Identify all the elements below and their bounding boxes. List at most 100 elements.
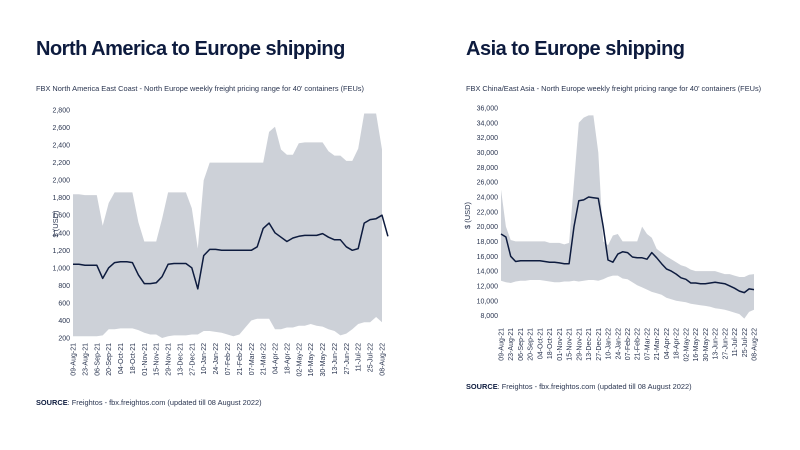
chart-title: Asia to Europe shipping	[466, 38, 685, 60]
x-tick-label: 24-Jan-22	[615, 328, 622, 360]
source-label: SOURCE	[466, 382, 498, 391]
source-text: : Freightos - fbx.freightos.com (updated…	[497, 382, 692, 391]
line-chart-north-america: 200 400 600 800 1,000 1,200 1,400 1,600 1,800 2,0…	[51, 108, 389, 377]
source-label: SOURCE	[36, 398, 68, 407]
y-tick-label: 22,000	[477, 209, 499, 216]
x-tick-label: 20-Sep-21	[106, 343, 113, 376]
x-tick-label: 07-Mar-22	[249, 343, 256, 375]
x-tick-label: 18-Oct-21	[547, 328, 554, 359]
price-range-band	[73, 113, 382, 338]
x-tick-label: 30-May-22	[703, 328, 710, 362]
y-tick-label: 20,000	[477, 224, 499, 231]
x-tick-label: 21-Mar-22	[261, 343, 268, 375]
average-price-line	[73, 214, 389, 290]
x-tick-label: 13-Dec-21	[586, 328, 593, 361]
x-tick-label: 18-Apr-22	[674, 328, 681, 359]
x-tick-label: 20-Sep-21	[528, 328, 535, 361]
y-tick-label: 18,000	[477, 239, 499, 246]
y-tick-label: 2,800	[52, 108, 70, 115]
x-tick-label: 11-Jul-22	[356, 343, 363, 372]
y-tick-label: 26,000	[477, 180, 499, 187]
x-tick-label: 24-Jan-22	[213, 343, 220, 375]
x-tick-label: 15-Nov-21	[567, 328, 574, 361]
x-tick-label: 18-Apr-22	[284, 343, 291, 374]
chart-subtitle: FBX China/East Asia - North Europe weekl…	[466, 84, 762, 93]
y-tick-label: 1,200	[52, 248, 70, 255]
x-tick-label: 01-Nov-21	[557, 328, 564, 361]
y-tick-label: 1,600	[52, 213, 70, 220]
x-tick-label: 23-Aug-21	[508, 328, 515, 361]
x-tick-label: 07-Mar-22	[644, 328, 651, 360]
y-tick-label: 2,600	[52, 125, 70, 132]
x-tick-label: 04-Oct-21	[537, 328, 544, 359]
x-tick-label: 07-Feb-22	[225, 343, 232, 375]
x-tick-label: 01-Nov-21	[142, 343, 149, 376]
y-tick-label: 200	[58, 336, 70, 343]
x-tick-label: 15-Nov-21	[154, 343, 161, 376]
y-axis-label: $ (USD)	[51, 210, 60, 238]
chart-panel-north-america: North America to Europe shipping FBX Nor…	[36, 38, 389, 407]
x-tick-label: 07-Feb-22	[625, 328, 632, 360]
y-tick-label: 1,400	[52, 230, 70, 237]
x-tick-label: 25-Jul-22	[742, 328, 749, 357]
price-range-band	[501, 115, 754, 319]
line-chart-asia: 8,000 10,000 12,000 14,000 16,000 18,000 20,00…	[463, 106, 759, 362]
x-tick-label: 08-Aug-22	[752, 328, 759, 361]
y-tick-label: 2,000	[52, 178, 70, 185]
x-tick-label: 10-Jan-22	[201, 343, 208, 375]
x-tick-label: 04-Oct-21	[118, 343, 125, 374]
x-tick-label: 23-Aug-21	[82, 343, 89, 376]
x-tick-label: 21-Feb-22	[237, 343, 244, 375]
y-tick-label: 36,000	[477, 106, 499, 113]
source-text: : Freightos - fbx.freightos.com (updated…	[67, 398, 262, 407]
x-tick-label: 02-May-22	[296, 343, 303, 377]
x-tick-label: 27-Jun-22	[722, 328, 729, 360]
chart-panel-asia: Asia to Europe shipping FBX China/East A…	[400, 0, 800, 450]
y-tick-label: 10,000	[477, 298, 499, 305]
x-tick-label: 18-Oct-21	[130, 343, 137, 374]
y-tick-label: 8,000	[480, 313, 498, 320]
x-tick-label: 02-May-22	[683, 328, 690, 362]
chart-title: North America to Europe shipping	[36, 38, 345, 60]
x-tick-label: 06-Sep-21	[518, 328, 525, 361]
y-tick-label: 16,000	[477, 254, 499, 261]
x-tick-label: 25-Jul-22	[368, 343, 375, 372]
x-tick-label: 09-Aug-21	[499, 328, 506, 361]
x-tick-label: 21-Mar-22	[654, 328, 661, 360]
source-note: SOURCE: Freightos - fbx.freightos.com (u…	[466, 382, 692, 391]
average-price-line	[500, 196, 755, 294]
x-tick-label: 29-Nov-21	[166, 343, 173, 376]
y-axis-label: $ (USD)	[463, 201, 472, 229]
x-tick-label: 13-Dec-21	[177, 343, 184, 376]
x-tick-label: 09-Aug-21	[71, 343, 78, 376]
x-tick-label: 04-Apr-22	[273, 343, 280, 374]
x-tick-label: 10-Jan-22	[606, 328, 613, 360]
y-tick-label: 12,000	[477, 283, 499, 290]
y-tick-label: 32,000	[477, 135, 499, 142]
x-tick-label: 13-Jun-22	[332, 343, 339, 375]
x-tick-label: 06-Sep-21	[94, 343, 101, 376]
y-tick-label: 2,200	[52, 160, 70, 167]
y-tick-label: 2,400	[52, 143, 70, 150]
y-tick-label: 1,000	[52, 265, 70, 272]
x-tick-label: 11-Jul-22	[732, 328, 739, 357]
chart-subtitle: FBX North America East Coast - North Eur…	[36, 84, 364, 93]
x-tick-label: 16-May-22	[693, 328, 700, 362]
y-tick-label: 14,000	[477, 269, 499, 276]
x-tick-label: 27-Dec-21	[596, 328, 603, 361]
x-tick-label: 08-Aug-22	[380, 343, 387, 376]
x-tick-label: 16-May-22	[308, 343, 315, 377]
x-tick-label: 27-Jun-22	[344, 343, 351, 375]
x-tick-label: 21-Feb-22	[635, 328, 642, 360]
x-tick-label: 04-Apr-22	[664, 328, 671, 359]
y-tick-label: 24,000	[477, 194, 499, 201]
x-tick-label: 29-Nov-21	[576, 328, 583, 361]
y-tick-label: 30,000	[477, 150, 499, 157]
x-tick-label: 13-Jun-22	[713, 328, 720, 360]
y-tick-label: 34,000	[477, 120, 499, 127]
y-tick-label: 28,000	[477, 165, 499, 172]
y-tick-label: 600	[58, 300, 70, 307]
y-tick-label: 800	[58, 283, 70, 290]
source-note: SOURCE: Freightos - fbx.freightos.com (u…	[36, 398, 262, 407]
x-tick-label: 27-Dec-21	[189, 343, 196, 376]
